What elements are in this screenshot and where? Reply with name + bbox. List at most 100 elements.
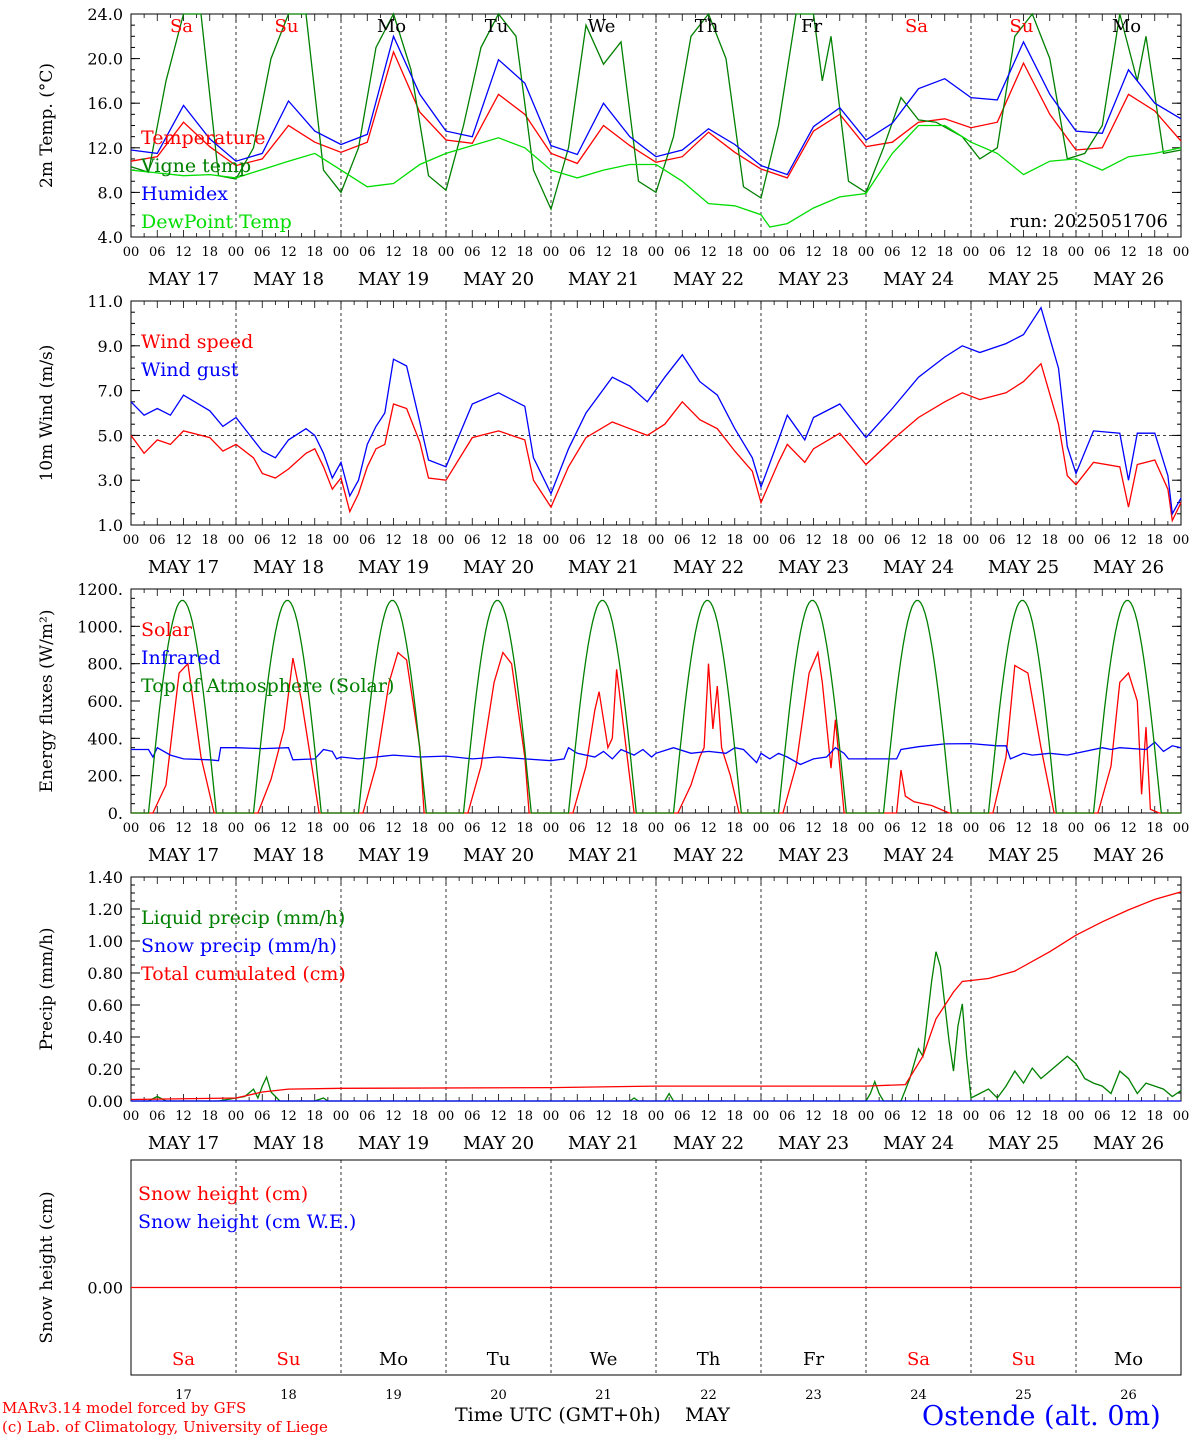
series-line-temperature [130,12,1182,211]
hour-tick-label: 06 [989,1109,1006,1124]
hour-tick-label: 12 [280,245,297,260]
legend-entry: Vigne temp [140,155,251,177]
hour-tick-label: 12 [280,821,297,836]
day-label: MAY 20 [463,1133,534,1154]
hour-tick-label: 06 [359,533,376,548]
day-label: MAY 23 [778,269,849,290]
weekday-label: Sa [170,16,193,37]
hour-tick-label: 12 [910,245,927,260]
hour-tick-label: 00 [333,1109,350,1124]
hour-tick-label: 12 [700,245,717,260]
hour-tick-label: 12 [175,1109,192,1124]
hour-tick-label: 06 [359,245,376,260]
day-label: MAY 17 [148,269,219,290]
weekday-label: Th [695,16,719,37]
legend-entry: Total cumulated (cm) [141,963,346,985]
series-line-precip [131,951,1182,1102]
hour-tick-label: 18 [201,821,218,836]
hour-tick-label: 00 [123,245,140,260]
weekday-label: We [588,16,616,37]
day-number-label: 24 [910,1388,927,1403]
y-tick-label: 1200. [77,580,123,599]
weekday-label: Sa [172,1349,195,1370]
hour-tick-label: 12 [805,533,822,548]
day-label: MAY 17 [148,1133,219,1154]
panel-temperature: 4.0 8.0 12.0 16.0 20.0 24.0 2m Temp. (°C) Tempe… [37,5,1189,290]
day-label: MAY 19 [358,1133,429,1154]
legend-entry: Snow height (cm W.E.) [138,1211,356,1233]
weekday-label: Mo [377,16,406,37]
day-label: MAY 23 [778,1133,849,1154]
day-label: MAY 22 [673,1133,744,1154]
copyright-credit: (c) Lab. of Climatology, University of L… [2,1418,328,1436]
hour-tick-label: 18 [1146,245,1163,260]
month-label: MAY [685,1404,730,1426]
hour-tick-label: 18 [1146,821,1163,836]
weekday-label: Su [1010,16,1034,37]
y-tick-label: 4.0 [98,228,123,247]
hour-tick-label: 00 [438,821,455,836]
y-tick-label: 9.0 [98,337,123,356]
hour-tick-label: 18 [516,821,533,836]
hour-tick-label: 06 [464,821,481,836]
y-tick-label: 0. [108,804,123,823]
day-label: MAY 18 [253,845,324,866]
hour-tick-label: 18 [936,1109,953,1124]
hour-tick-label: 00 [1068,821,1085,836]
y-tick-label: 8.0 [98,183,123,202]
day-label: MAY 22 [673,557,744,578]
hour-tick-label: 12 [1015,1109,1032,1124]
hour-tick-label: 06 [254,245,271,260]
y-tick-label: 1.40 [87,868,123,887]
day-label: MAY 23 [778,557,849,578]
hour-tick-label: 06 [359,821,376,836]
y-tick-label: 1000. [77,617,123,636]
weekday-label: Fr [801,16,822,37]
y-tick-label: 1.00 [87,932,123,951]
hour-tick-label: 00 [753,1109,770,1124]
hour-tick-label: 00 [228,1109,245,1124]
hour-tick-label: 06 [884,821,901,836]
hour-tick-label: 18 [621,533,638,548]
model-credit: MARv3.14 model forced by GFS [2,1399,247,1417]
hour-tick-label: 00 [333,245,350,260]
y-axis-label: Energy fluxes (W/m²) [37,610,57,793]
y-axis-label: Snow height (cm) [37,1191,57,1343]
y-tick-label: 12.0 [87,139,123,158]
hour-tick-label: 12 [175,245,192,260]
day-label: MAY 20 [463,557,534,578]
panel-wind: 1.0 3.0 5.0 7.0 9.0 11.0 10m Wind (m/s) Wind sp… [37,292,1189,578]
panel-precip: 0.00 0.20 0.40 0.60 0.80 1.00 1.20 1.40 Precip (… [37,868,1189,1154]
weekday-label: Mo [379,1349,408,1370]
hour-tick-label: 00 [228,245,245,260]
y-tick-label: 0.00 [87,1279,123,1298]
y-axis-label: 10m Wind (m/s) [37,345,57,482]
hour-tick-label: 06 [254,821,271,836]
hour-tick-label: 18 [1146,1109,1163,1124]
hour-tick-label: 00 [543,1109,560,1124]
hour-tick-label: 12 [910,821,927,836]
weekday-label: Mo [1112,16,1141,37]
legend-entry: Liquid precip (mm/h) [141,907,345,929]
day-number-label: 25 [1015,1388,1032,1403]
hour-tick-label: 06 [569,245,586,260]
y-tick-label: 5.0 [98,426,123,445]
hour-tick-label: 06 [989,533,1006,548]
hour-tick-label: 00 [1068,533,1085,548]
hour-tick-label: 06 [1094,821,1111,836]
y-tick-label: 400. [87,729,123,748]
weekday-label: Su [277,1349,301,1370]
hour-tick-label: 00 [648,245,665,260]
hour-tick-label: 00 [753,533,770,548]
hour-tick-label: 12 [910,533,927,548]
hour-tick-label: 18 [1041,245,1058,260]
weekday-label: Mo [1114,1349,1143,1370]
day-label: MAY 20 [463,269,534,290]
hour-tick-label: 06 [464,1109,481,1124]
run-label: run: 2025051706 [1010,211,1168,232]
location-label: Ostende (alt. 0m) [922,1401,1161,1432]
hour-tick-label: 18 [726,245,743,260]
hour-tick-label: 12 [385,245,402,260]
hour-tick-label: 18 [726,533,743,548]
weekday-label: Tu [487,1349,511,1370]
